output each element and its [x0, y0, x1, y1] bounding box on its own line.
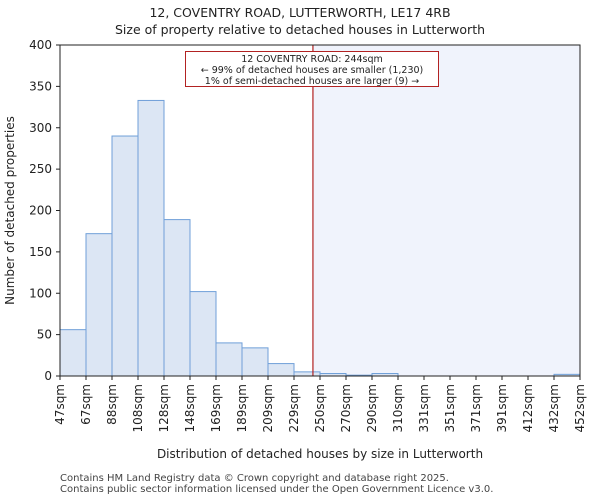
x-tick-label: 452sqm: [573, 384, 587, 432]
y-axis-label: Number of detached properties: [3, 116, 17, 305]
x-tick-label: 189sqm: [235, 384, 249, 432]
attribution-line-1: Contains HM Land Registry data © Crown c…: [60, 473, 449, 484]
x-tick-label: 331sqm: [417, 384, 431, 432]
x-tick-label: 67sqm: [79, 384, 93, 425]
histogram-bar: [85, 233, 113, 377]
x-tick-label: 351sqm: [443, 384, 457, 432]
histogram-bar: [241, 347, 269, 377]
x-tick-label: 270sqm: [339, 384, 353, 432]
x-tick-label: 108sqm: [131, 384, 145, 432]
x-tick-label: 371sqm: [469, 384, 483, 432]
x-tick-label: 412sqm: [521, 384, 535, 432]
histogram-bar: [215, 342, 243, 377]
chart-subtitle: Size of property relative to detached ho…: [114, 22, 486, 37]
highlight-region: [312, 45, 580, 376]
x-tick-label: 290sqm: [365, 384, 379, 432]
y-tick-label: 300: [29, 121, 52, 135]
y-tick-label: 250: [29, 162, 52, 176]
x-tick-label: 148sqm: [183, 384, 197, 432]
x-tick-label: 391sqm: [495, 384, 509, 432]
x-tick-label: 128sqm: [157, 384, 171, 432]
attribution-line-2: Contains public sector information licen…: [60, 484, 494, 495]
x-tick-label: 169sqm: [209, 384, 223, 432]
y-tick-label: 200: [29, 204, 52, 218]
y-tick-label: 50: [37, 328, 52, 342]
annotation-smaller: ← 99% of detached houses are smaller (1,…: [200, 65, 424, 76]
x-tick-label: 47sqm: [53, 384, 67, 425]
property-annotation-box: 12 COVENTRY ROAD: 244sqm ← 99% of detach…: [185, 51, 439, 87]
x-tick-label: 209sqm: [261, 384, 275, 432]
x-tick-label: 88sqm: [105, 384, 119, 425]
histogram-bar: [59, 329, 87, 377]
histogram-bar: [267, 363, 295, 377]
y-tick-label: 150: [29, 245, 52, 259]
y-tick-label: 100: [29, 286, 52, 300]
x-tick-label: 250sqm: [313, 384, 327, 432]
y-tick-label: 350: [29, 79, 52, 93]
annotation-larger: 1% of semi-detached houses are larger (9…: [204, 76, 420, 87]
x-tick-label: 310sqm: [391, 384, 405, 432]
y-tick-label: 400: [29, 38, 52, 52]
x-tick-label: 229sqm: [287, 384, 301, 432]
chart-title: 12, COVENTRY ROAD, LUTTERWORTH, LE17 4RB: [149, 5, 451, 20]
y-tick-label: 0: [44, 369, 52, 383]
attribution-footer: Contains HM Land Registry data © Crown c…: [60, 473, 493, 495]
x-tick-label: 432sqm: [547, 384, 561, 432]
annotation-title: 12 COVENTRY ROAD: 244sqm: [241, 54, 383, 65]
histogram-bar: [137, 99, 165, 377]
chart-title-block: 12, COVENTRY ROAD, LUTTERWORTH, LE17 4RB…: [0, 4, 600, 38]
histogram-bar: [293, 371, 321, 377]
histogram-bar: [189, 291, 217, 377]
histogram-bar: [163, 219, 191, 377]
x-axis-label: Distribution of detached houses by size …: [157, 447, 483, 461]
histogram-bar: [111, 135, 139, 377]
